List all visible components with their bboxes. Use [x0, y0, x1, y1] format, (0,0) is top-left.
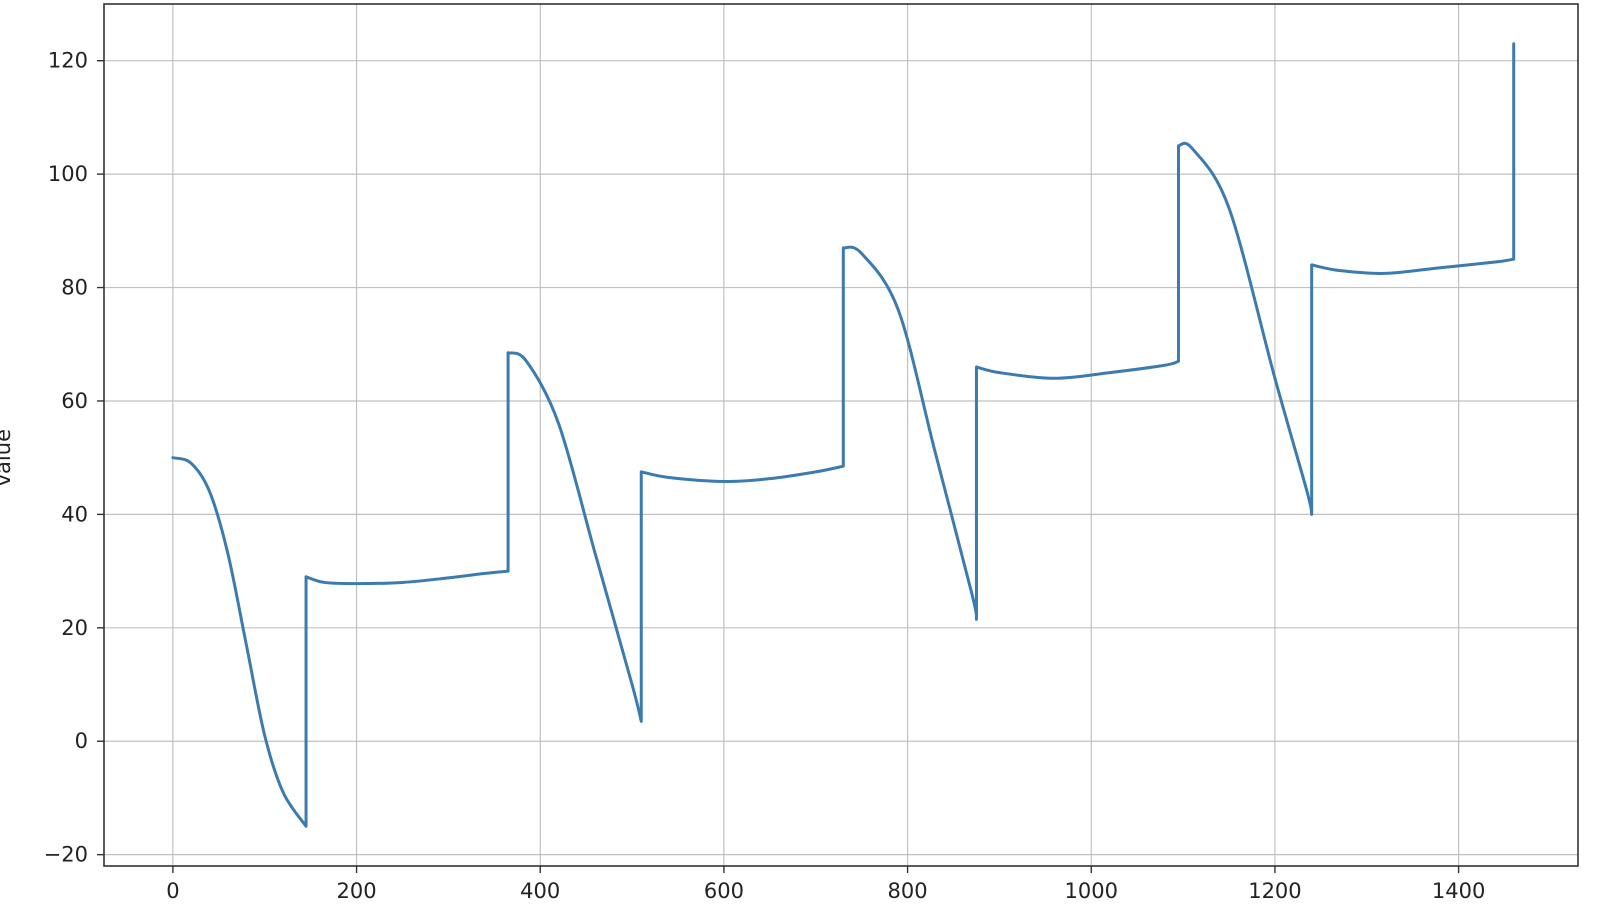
- y-axis-label: value: [0, 429, 15, 486]
- series-line: [171, 42, 1516, 828]
- x-tick-label: 600: [704, 879, 744, 903]
- x-tick-label: 1200: [1248, 879, 1301, 903]
- x-tick-label: 1000: [1065, 879, 1118, 903]
- y-tick-label: 100: [48, 162, 88, 186]
- plot-frame: [103, 3, 1579, 867]
- tick-labels: 0 200 400 600 800 1000 1200 1400 −20 0 20 40 60 80 100…: [44, 49, 1486, 903]
- series-layer: [171, 42, 1516, 828]
- x-tick-label: 1400: [1432, 879, 1485, 903]
- tick-marks: [97, 60, 1460, 873]
- y-tick-label: 20: [61, 616, 88, 640]
- x-tick-label: 200: [337, 879, 377, 903]
- y-tick-label: −20: [44, 843, 88, 867]
- x-tick-label: 400: [520, 879, 560, 903]
- x-tick-label: 800: [888, 879, 928, 903]
- y-tick-label: 0: [75, 729, 88, 753]
- y-tick-label: 60: [61, 389, 88, 413]
- y-tick-label: 40: [61, 502, 88, 526]
- x-tick-label: 0: [166, 879, 179, 903]
- y-tick-label: 80: [61, 276, 88, 300]
- grid-lines: [104, 4, 1578, 866]
- y-tick-label: 120: [48, 49, 88, 73]
